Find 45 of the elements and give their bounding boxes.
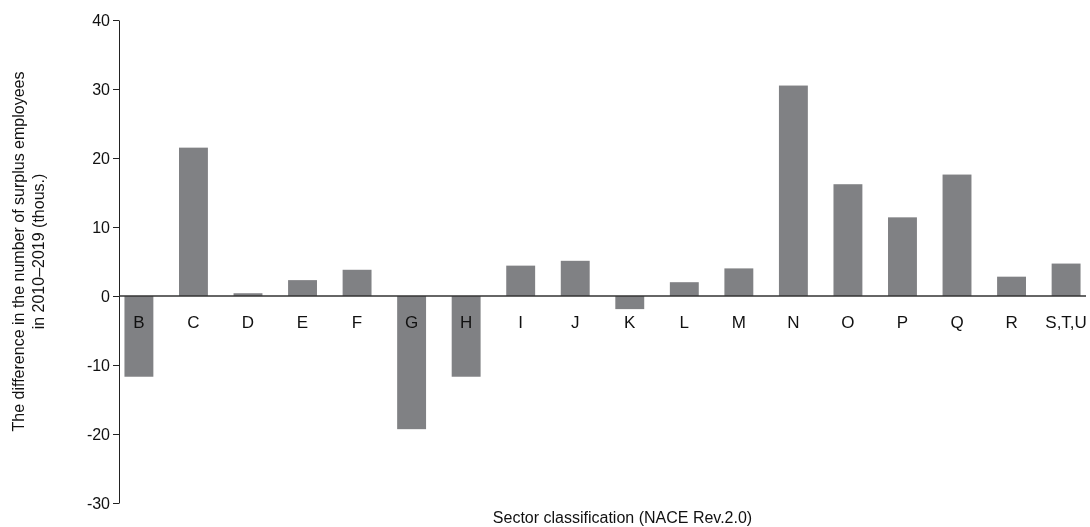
bar <box>669 282 699 296</box>
bar <box>178 147 208 296</box>
x-tick-label: R <box>1005 313 1018 332</box>
y-tick-label: 20 <box>92 149 111 167</box>
x-axis-title: Sector classification (NACE Rev.2.0) <box>492 509 753 526</box>
bar <box>724 268 754 296</box>
x-tick-label: O <box>841 313 855 332</box>
y-tick-label: -30 <box>86 494 111 512</box>
y-tick-label: 0 <box>101 287 111 305</box>
x-tick-label: B <box>133 313 145 332</box>
y-tick-label: -20 <box>86 425 111 443</box>
x-tick-label: I <box>518 313 524 332</box>
bar <box>778 85 808 296</box>
x-tick-label: M <box>731 313 746 332</box>
x-tick-label: N <box>787 313 800 332</box>
bar <box>833 184 863 296</box>
y-tick-label: 30 <box>92 80 111 98</box>
bar <box>506 265 536 296</box>
bar <box>942 174 972 296</box>
bar <box>888 217 917 296</box>
x-tick-label: J <box>570 313 580 332</box>
bar <box>124 296 154 377</box>
bar <box>342 269 372 296</box>
bar <box>397 296 427 430</box>
x-tick-label: F <box>351 313 363 332</box>
x-tick-label: P <box>896 313 909 332</box>
x-tick-label: L <box>679 313 690 332</box>
x-tick-label: C <box>187 313 200 332</box>
x-tick-label: S,T,U <box>1045 313 1087 332</box>
bar <box>288 280 317 296</box>
y-tick-label: -10 <box>86 356 111 374</box>
bar <box>560 260 590 296</box>
x-tick-label: E <box>296 313 309 332</box>
y-axis-title: The difference in the number of surplus employees in 2010–2019 (thous.) <box>10 71 47 432</box>
x-tick-label: G <box>404 313 419 332</box>
x-tick-label: H <box>460 313 473 332</box>
y-tick-label: 10 <box>92 218 111 236</box>
bar <box>997 276 1027 296</box>
x-tick-label: Q <box>950 313 964 332</box>
y-tick-label: 40 <box>92 11 111 29</box>
x-tick-label: D <box>241 313 255 332</box>
bar <box>1051 263 1081 296</box>
bar <box>615 296 645 310</box>
x-tick-label: K <box>624 313 637 332</box>
bar <box>451 296 481 377</box>
